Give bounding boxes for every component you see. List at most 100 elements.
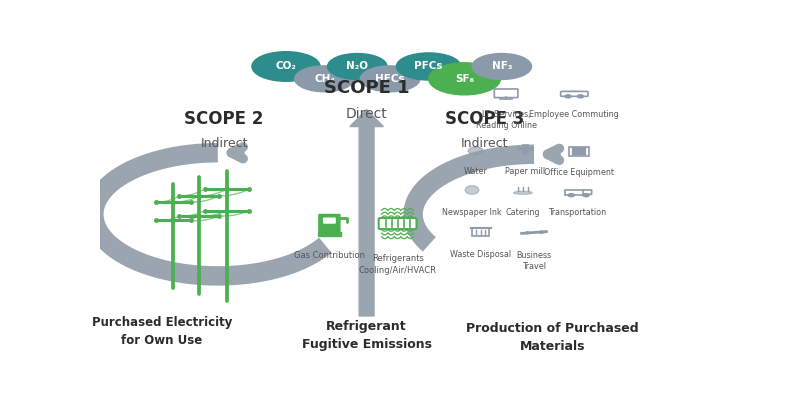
Ellipse shape <box>286 54 302 62</box>
FancyArrow shape <box>350 110 383 316</box>
FancyBboxPatch shape <box>318 232 341 236</box>
Polygon shape <box>526 232 531 234</box>
Ellipse shape <box>501 55 515 63</box>
Text: Water: Water <box>464 166 488 176</box>
Text: SF₆: SF₆ <box>455 74 474 84</box>
Ellipse shape <box>408 55 424 63</box>
Polygon shape <box>522 149 529 153</box>
Ellipse shape <box>391 80 406 86</box>
Ellipse shape <box>324 68 338 75</box>
Text: Refrigerants
Cooling/Air/HVACR: Refrigerants Cooling/Air/HVACR <box>358 254 437 275</box>
Text: PFCs: PFCs <box>414 62 443 72</box>
Ellipse shape <box>384 81 397 86</box>
Ellipse shape <box>474 68 487 76</box>
Circle shape <box>583 194 589 197</box>
Text: Paper mill: Paper mill <box>506 166 546 176</box>
Ellipse shape <box>365 58 376 64</box>
FancyBboxPatch shape <box>572 150 575 152</box>
Text: LT. Services,
Reading Online: LT. Services, Reading Online <box>475 110 537 130</box>
Ellipse shape <box>457 81 472 88</box>
Text: Waste Disposal: Waste Disposal <box>450 250 511 259</box>
FancyBboxPatch shape <box>565 190 584 195</box>
Text: HFCs: HFCs <box>375 74 405 84</box>
Ellipse shape <box>294 56 307 64</box>
Ellipse shape <box>305 68 320 76</box>
Ellipse shape <box>428 55 443 62</box>
Text: Transportation: Transportation <box>548 208 606 217</box>
Ellipse shape <box>252 52 320 81</box>
Text: Production of Purchased
Materials: Production of Purchased Materials <box>466 322 639 353</box>
Text: Refrigerant
Fugitive Emissions: Refrigerant Fugitive Emissions <box>302 320 432 352</box>
Ellipse shape <box>279 69 293 75</box>
FancyBboxPatch shape <box>472 228 490 236</box>
Ellipse shape <box>309 80 323 86</box>
Ellipse shape <box>327 54 387 80</box>
Circle shape <box>568 194 574 197</box>
Circle shape <box>565 95 571 98</box>
Text: CO₂: CO₂ <box>275 62 297 72</box>
Ellipse shape <box>379 67 395 75</box>
Ellipse shape <box>429 63 501 95</box>
Ellipse shape <box>482 56 498 63</box>
Ellipse shape <box>490 54 507 62</box>
Ellipse shape <box>422 69 435 75</box>
Ellipse shape <box>451 64 471 74</box>
Text: Catering: Catering <box>506 208 540 217</box>
Ellipse shape <box>358 68 373 74</box>
Polygon shape <box>518 147 526 150</box>
Text: N₂O: N₂O <box>346 62 368 72</box>
Ellipse shape <box>332 70 343 77</box>
FancyBboxPatch shape <box>582 150 586 152</box>
Ellipse shape <box>342 68 357 74</box>
Ellipse shape <box>351 68 363 74</box>
Text: SCOPE 3: SCOPE 3 <box>445 110 524 128</box>
FancyBboxPatch shape <box>561 92 588 96</box>
Ellipse shape <box>371 68 386 76</box>
Text: Business
Travel: Business Travel <box>517 251 551 271</box>
Text: Newspaper Ink: Newspaper Ink <box>442 208 502 217</box>
Ellipse shape <box>514 191 532 194</box>
Ellipse shape <box>411 68 428 75</box>
Text: Direct: Direct <box>346 106 387 120</box>
Ellipse shape <box>464 65 481 74</box>
Ellipse shape <box>466 80 484 88</box>
FancyBboxPatch shape <box>577 152 581 154</box>
Ellipse shape <box>314 67 330 75</box>
Ellipse shape <box>510 58 521 64</box>
Ellipse shape <box>268 68 285 75</box>
Ellipse shape <box>417 54 434 62</box>
Ellipse shape <box>361 66 420 92</box>
FancyBboxPatch shape <box>583 190 592 194</box>
Ellipse shape <box>465 186 479 194</box>
Polygon shape <box>526 147 534 150</box>
FancyBboxPatch shape <box>572 152 575 154</box>
Ellipse shape <box>274 53 292 62</box>
Ellipse shape <box>287 68 304 75</box>
Ellipse shape <box>326 80 340 86</box>
Text: NF₃: NF₃ <box>491 62 512 72</box>
Text: Purchased Electricity
for Own Use: Purchased Electricity for Own Use <box>92 316 232 347</box>
FancyBboxPatch shape <box>582 152 586 154</box>
Ellipse shape <box>441 65 459 75</box>
Text: Employee Commuting: Employee Commuting <box>530 110 619 119</box>
Ellipse shape <box>446 80 463 88</box>
Ellipse shape <box>472 54 531 80</box>
FancyBboxPatch shape <box>494 89 518 98</box>
FancyBboxPatch shape <box>319 214 340 233</box>
Ellipse shape <box>437 58 449 64</box>
Ellipse shape <box>486 68 501 74</box>
Ellipse shape <box>398 70 409 77</box>
Circle shape <box>578 95 584 98</box>
FancyBboxPatch shape <box>324 218 335 223</box>
FancyBboxPatch shape <box>378 218 417 229</box>
Text: Gas Contribution: Gas Contribution <box>294 251 365 260</box>
FancyBboxPatch shape <box>577 150 581 152</box>
FancyBboxPatch shape <box>572 148 575 149</box>
Ellipse shape <box>562 90 586 96</box>
Polygon shape <box>522 145 529 149</box>
Ellipse shape <box>374 80 390 86</box>
Polygon shape <box>540 231 546 234</box>
Ellipse shape <box>357 55 371 63</box>
FancyBboxPatch shape <box>582 148 586 149</box>
Ellipse shape <box>430 68 446 75</box>
